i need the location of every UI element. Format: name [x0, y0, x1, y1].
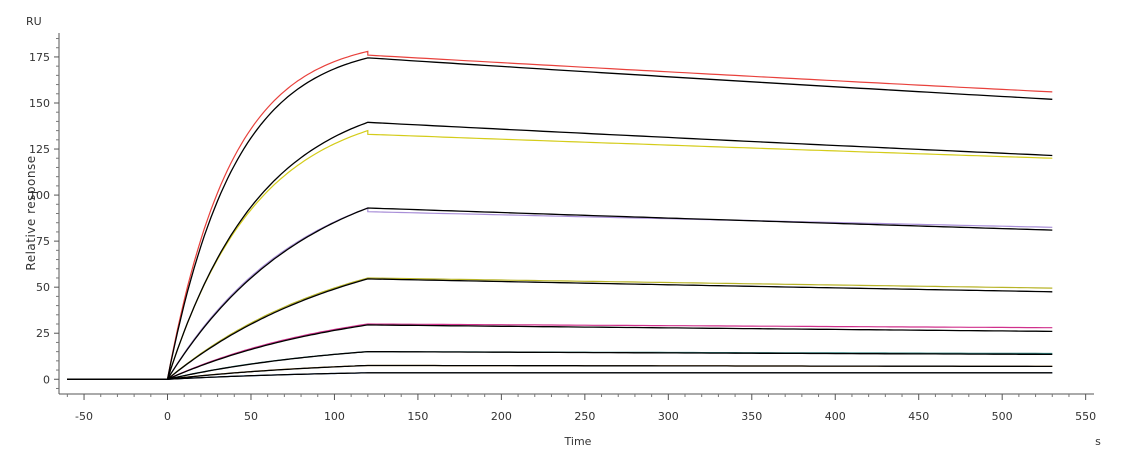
- y-tick-label: 150: [29, 97, 50, 110]
- y-axis-label: Relative response: [24, 155, 38, 270]
- x-tick-label: 250: [574, 410, 595, 423]
- fit-curve-2: [67, 121, 1053, 380]
- x-tick-label: 300: [658, 410, 679, 423]
- x-tick-label: 450: [908, 410, 929, 423]
- x-tick-label: 200: [491, 410, 512, 423]
- data-curve-3: [67, 207, 1053, 380]
- fit-curve-7: [67, 364, 1053, 380]
- axes: [58, 33, 1094, 395]
- x-tick-label: 500: [992, 410, 1013, 423]
- data-curve-8: [67, 372, 1053, 380]
- x-tick-label: 50: [244, 410, 258, 423]
- x-tick-label: 550: [1075, 410, 1096, 423]
- fit-curve-3: [67, 207, 1053, 380]
- x-tick-label: -50: [75, 410, 93, 423]
- fit-curve-8: [67, 372, 1053, 380]
- x-tick-label: 0: [164, 410, 171, 423]
- x-tick-label: 350: [741, 410, 762, 423]
- fit-curve-6: [67, 350, 1053, 380]
- y-tick-label: 75: [36, 235, 50, 248]
- y-tick-label: 100: [29, 189, 50, 202]
- fit-curve-1: [67, 57, 1053, 380]
- y-unit-label: RU: [26, 15, 42, 28]
- fit-curve-4: [67, 278, 1053, 380]
- y-tick-label: 25: [36, 327, 50, 340]
- data-curve-5: [67, 323, 1053, 380]
- x-tick-label: 400: [825, 410, 846, 423]
- data-curve-1: [67, 50, 1053, 380]
- tick-labels: 0 25 50 75 100 125 150 175 -50 0 50 100 150 200 250 300…: [29, 51, 1096, 423]
- y-tick-label: 0: [43, 373, 50, 386]
- x-tick-label: 150: [407, 410, 428, 423]
- y-tick-label: 50: [36, 281, 50, 294]
- data-curve-4: [67, 277, 1053, 380]
- x-tick-label: 100: [324, 410, 345, 423]
- data-curve-2: [67, 129, 1053, 380]
- fit-curve-5: [67, 324, 1053, 380]
- x-unit-label: s: [1095, 435, 1101, 448]
- y-tick-label: 125: [29, 143, 50, 156]
- fit-curves: [67, 57, 1053, 380]
- tick-marks: [54, 38, 1087, 400]
- y-tick-label: 175: [29, 51, 50, 64]
- x-axis-label: Time: [564, 435, 592, 448]
